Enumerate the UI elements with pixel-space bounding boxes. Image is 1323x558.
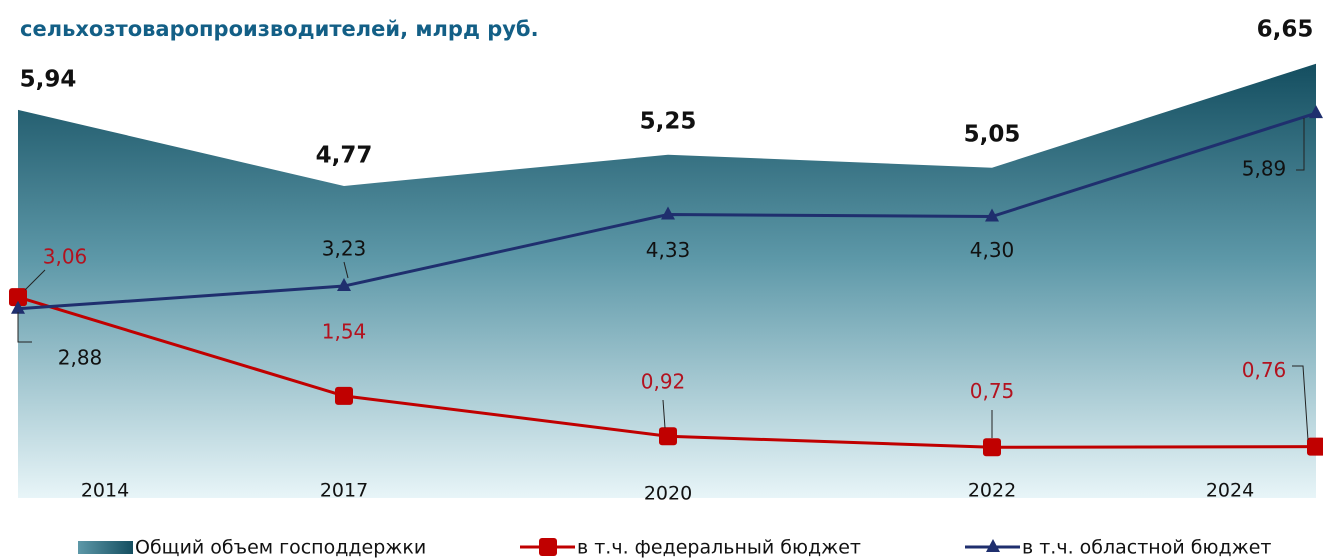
data-label: 1,54 <box>322 319 367 343</box>
legend-label: в т.ч. федеральный бюджет <box>577 537 861 558</box>
marker <box>1309 105 1323 119</box>
data-label: 2,88 <box>58 345 103 369</box>
marker <box>335 386 353 405</box>
legend-marker <box>986 539 1000 552</box>
data-label: 5,94 <box>20 66 77 92</box>
data-label: 5,89 <box>1242 157 1287 181</box>
x-tick-label: 2024 <box>1206 480 1254 502</box>
leader-line <box>343 261 349 279</box>
leader-line <box>1292 365 1309 441</box>
data-label: 5,25 <box>640 108 697 134</box>
data-label: 4,30 <box>970 238 1015 262</box>
x-tick-label: 2014 <box>81 480 129 502</box>
leader-line <box>662 399 666 429</box>
leader-line <box>17 312 32 343</box>
x-tick-label: 2022 <box>968 480 1016 502</box>
data-label: 0,92 <box>641 370 686 394</box>
x-tick-label: 2020 <box>644 483 692 505</box>
marker <box>337 278 351 292</box>
leader-line <box>1296 118 1305 171</box>
x-tick-label: 2017 <box>320 480 368 502</box>
marker <box>659 427 677 446</box>
data-label: 6,65 <box>1257 17 1314 43</box>
legend-label: в т.ч. областной бюджет <box>1022 537 1271 558</box>
chart-title: сельхозтоваропроизводителей, млрд руб. <box>20 17 539 41</box>
marker <box>11 300 25 314</box>
data-label: 5,05 <box>964 121 1021 147</box>
legend-marker <box>539 538 557 556</box>
marker <box>9 288 27 307</box>
data-label: 3,06 <box>43 245 88 269</box>
marker <box>1307 437 1323 456</box>
marker <box>983 438 1001 457</box>
data-label: 4,77 <box>316 142 373 168</box>
data-label: 0,76 <box>1242 358 1287 382</box>
marker <box>985 208 999 222</box>
data-label: 4,33 <box>646 238 691 262</box>
leader-line <box>24 269 46 291</box>
data-label: 3,23 <box>322 237 367 261</box>
data-label: 0,75 <box>970 379 1015 403</box>
marker <box>661 206 675 220</box>
legend-swatch <box>78 541 133 554</box>
legend-label: Общий объем господдержки <box>135 537 426 558</box>
